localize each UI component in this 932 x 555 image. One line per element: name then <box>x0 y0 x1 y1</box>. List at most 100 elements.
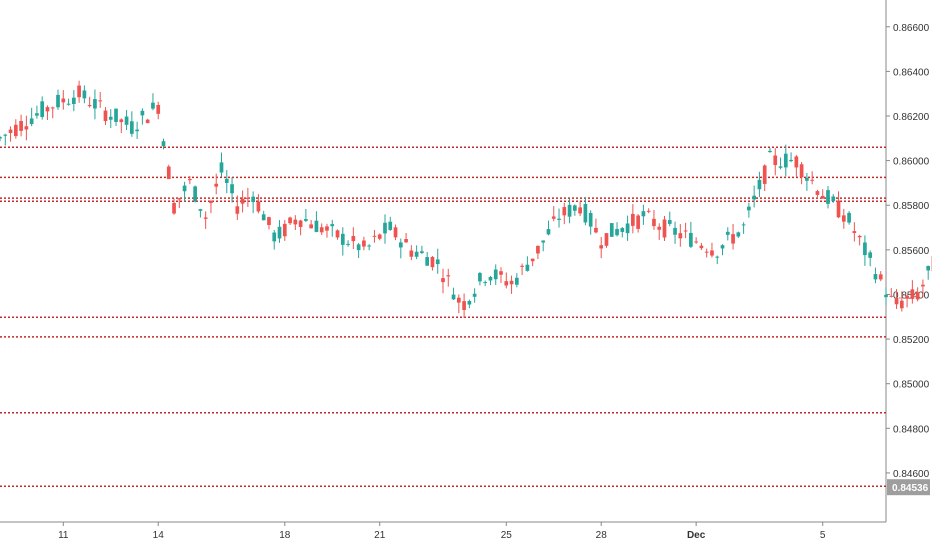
candle-body <box>520 266 524 267</box>
candle-body <box>446 275 450 276</box>
candle-body <box>267 217 271 225</box>
candle-body <box>916 292 920 299</box>
candle-body <box>19 121 23 131</box>
candle-body <box>858 236 862 237</box>
candle-body <box>668 220 672 224</box>
candle-body <box>56 95 60 107</box>
candle-body <box>473 294 477 297</box>
candle-body <box>362 240 366 246</box>
candle-body <box>188 179 192 180</box>
candle-body <box>689 233 693 247</box>
candle-body <box>926 266 930 270</box>
candle-body <box>162 141 166 146</box>
candle-body <box>773 156 777 166</box>
candle-body <box>694 241 698 242</box>
candle-body <box>731 234 735 243</box>
candle-body <box>763 165 767 183</box>
candle-body <box>346 244 350 245</box>
candle-body <box>715 257 719 258</box>
candle-body <box>193 186 197 201</box>
candle-body <box>72 98 76 104</box>
candle-body <box>436 259 440 264</box>
candle-body <box>125 117 129 125</box>
candle-body <box>710 250 714 255</box>
candle-body <box>895 298 899 304</box>
candle-body <box>230 184 234 193</box>
candle-body <box>383 223 387 234</box>
candle-body <box>821 196 825 199</box>
candle-body <box>700 246 704 249</box>
candle-body <box>67 104 71 105</box>
candle-body <box>605 233 609 246</box>
candle-body <box>410 251 414 257</box>
candle-body <box>631 214 635 226</box>
candle-body <box>557 219 561 220</box>
candle-body <box>610 223 614 237</box>
candle-body <box>504 281 508 285</box>
candle-body <box>336 230 340 237</box>
candle-body <box>747 207 751 211</box>
candle-body <box>283 224 287 236</box>
candle-body <box>536 246 540 254</box>
candle-body <box>879 274 883 279</box>
candle-body <box>30 118 34 124</box>
candle-body <box>842 215 846 221</box>
candle-body <box>209 201 213 203</box>
candle-body <box>341 234 345 245</box>
candle-body <box>357 244 361 250</box>
candle-body <box>526 265 530 271</box>
x-tick-label: 18 <box>279 530 291 541</box>
y-tick-label: 0.85600 <box>893 246 930 257</box>
candle-body <box>388 222 392 230</box>
candle-body <box>768 151 772 152</box>
candle-body <box>204 217 208 218</box>
y-tick-label: 0.86400 <box>893 67 930 78</box>
candle-body <box>874 274 878 279</box>
candle-body <box>156 105 160 114</box>
candle-body <box>330 224 334 226</box>
candle-body <box>652 219 656 226</box>
candle-body <box>900 301 904 309</box>
candle-body <box>816 191 820 195</box>
candle-body <box>9 130 13 133</box>
candle-body <box>736 232 740 236</box>
x-tick-label: 14 <box>153 530 165 541</box>
candle-body <box>636 216 640 229</box>
y-tick-label: 0.86000 <box>893 157 930 168</box>
candle-body <box>478 273 482 281</box>
candle-body <box>626 223 630 233</box>
candle-body <box>415 252 419 257</box>
candle-body <box>657 227 661 230</box>
candle-body <box>309 224 313 228</box>
candle-body <box>578 207 582 213</box>
candle-body <box>547 229 551 234</box>
candle-body <box>130 121 134 134</box>
candle-body <box>141 111 145 116</box>
candle-body <box>678 233 682 238</box>
candle-body <box>726 232 730 235</box>
candle-body <box>88 105 92 106</box>
candle-body <box>584 204 588 222</box>
candle-body <box>25 126 29 129</box>
candle-body <box>911 289 915 299</box>
candle-body <box>779 166 783 167</box>
y-tick-label: 0.86200 <box>893 112 930 123</box>
x-tick-label: 5 <box>820 530 826 541</box>
x-tick-label: Dec <box>687 530 706 541</box>
candle-body <box>642 211 646 216</box>
candle-body <box>235 206 239 213</box>
candle-body <box>647 211 651 212</box>
candle-body <box>246 198 250 199</box>
candle-body <box>167 167 171 179</box>
candle-body <box>784 154 788 168</box>
candle-body <box>3 135 7 136</box>
y-tick-label: 0.85000 <box>893 380 930 391</box>
candle-body <box>214 184 218 187</box>
candle-body <box>721 245 725 248</box>
candle-body <box>299 221 303 227</box>
candle-body <box>220 162 224 172</box>
candle-body <box>262 214 266 220</box>
candle-body <box>831 196 835 201</box>
